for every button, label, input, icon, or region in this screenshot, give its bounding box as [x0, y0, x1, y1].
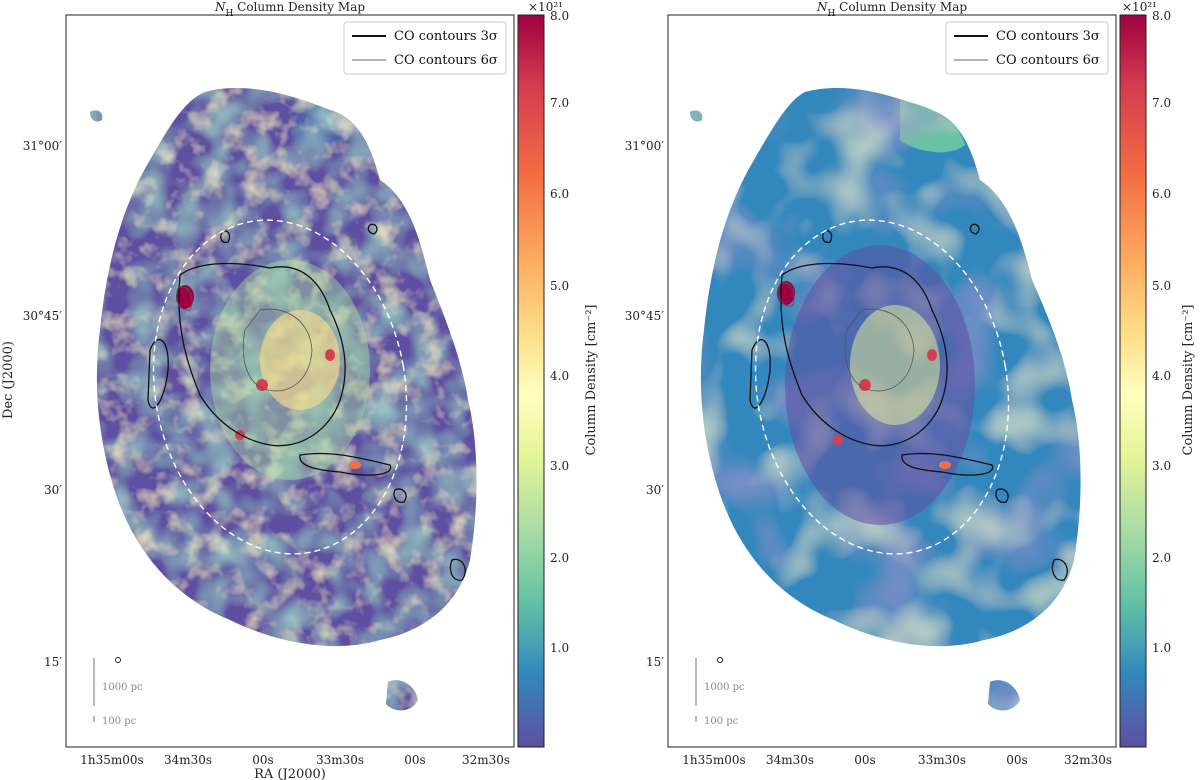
x-tick-label: 1h35m00s [682, 753, 745, 767]
legend: CO contours 3σ CO contours 6σ [945, 21, 1109, 75]
x-tick-label: 00s [252, 753, 273, 767]
galaxy-fragment [690, 110, 703, 122]
galaxy-arm-north [290, 100, 352, 147]
x-tick-label: 34m30s [766, 753, 814, 767]
y-tick-label: 15′ [44, 655, 62, 669]
y-tick-label: 15′ [646, 655, 664, 669]
scale-bar: 1000 pc 100 pc [695, 657, 745, 727]
colorbar-tick-label: 6.0 [1152, 187, 1171, 201]
y-tick-label: 30′ [44, 483, 62, 497]
y-tick-label: 31°00′ [23, 139, 63, 153]
x-ticks: 1h35m00s 34m30s 00s 33m30s 00s 32m30s [682, 753, 1112, 767]
beam-marker [717, 657, 723, 663]
colorbar-tick-label: 2.0 [1152, 551, 1171, 565]
x-tick-label: 00s [854, 753, 875, 767]
scale-label-1000pc: 1000 pc [704, 682, 745, 693]
colorbar-label: Column Density [cm⁻²] [1181, 305, 1196, 456]
colorbar-label: Column Density [cm⁻²] [584, 305, 599, 456]
colorbar-tick-label: 4.0 [550, 369, 569, 383]
x-tick-label: 34m30s [164, 753, 212, 767]
x-tick-label: 32m30s [1064, 753, 1112, 767]
beam-marker [115, 657, 121, 663]
colorbar-right: ×10²¹ 8.0 7.0 6.0 5.0 4.0 3.0 2.0 1.0 Co… [1119, 0, 1196, 748]
colorbar-tick-label: 5.0 [1152, 279, 1171, 293]
colorbar [1119, 14, 1147, 748]
legend-label-3sigma: CO contours 3σ [394, 29, 498, 44]
colorbar-tick-label: 8.0 [1152, 9, 1171, 23]
x-tick-label: 32m30s [462, 753, 510, 767]
galaxy-arm-north [900, 100, 965, 153]
colorbar-tick-label: 3.0 [550, 459, 569, 473]
colorbar-tick-label: 7.0 [1152, 96, 1171, 110]
colorbar-multiplier: ×10²¹ [1122, 0, 1157, 14]
legend-label-6sigma: CO contours 6σ [996, 53, 1100, 68]
y-tick-label: 31°00′ [625, 139, 665, 153]
colorbar-tick-label: 8.0 [550, 9, 569, 23]
scale-label-100pc: 100 pc [102, 716, 137, 727]
x-tick-label: 33m30s [316, 753, 364, 767]
colorbar-tick-label: 4.0 [1152, 369, 1171, 383]
co-contours-6sigma [778, 282, 915, 392]
galaxy-fragment [386, 680, 418, 711]
scale-label-100pc: 100 pc [704, 716, 739, 727]
colorbar-left: ×10²¹ 8.0 7.0 6.0 5.0 4.0 3.0 2.0 1.0 Co… [517, 0, 599, 748]
scale-bar: 1000 pc 100 pc [93, 657, 143, 727]
co-contours-3sigma [749, 223, 1068, 581]
galaxy-fragment [988, 680, 1020, 711]
y-tick-label: 30′ [646, 483, 664, 497]
legend-label-6sigma: CO contours 6σ [394, 53, 498, 68]
x-ticks: 1h35m00s 34m30s 00s 33m30s 00s 32m30s [80, 753, 510, 767]
x-tick-label: 00s [1006, 753, 1027, 767]
panel-left: CO contours 3σ CO contours 6σ 1000 pc 10… [1, 0, 515, 780]
dense-core [176, 260, 370, 480]
colorbar-multiplier: ×10²¹ [528, 0, 563, 14]
colorbar-tick-label: 1.0 [1152, 641, 1171, 655]
y-axis-label: Dec (J2000) [1, 341, 16, 419]
x-tick-label: 1h35m00s [80, 753, 143, 767]
dense-core [777, 245, 975, 525]
legend-label-3sigma: CO contours 3σ [996, 29, 1100, 44]
annulus-ellipse [754, 219, 1010, 555]
legend: CO contours 3σ CO contours 6σ [343, 21, 507, 75]
scale-label-1000pc: 1000 pc [102, 682, 143, 693]
galaxy-fragment [90, 110, 103, 122]
y-tick-label: 30°45′ [625, 309, 665, 323]
colorbar [517, 14, 545, 748]
co-contours-3sigma [147, 223, 466, 581]
y-ticks: 31°00′ 30°45′ 30′ 15′ [23, 139, 63, 669]
colorbar-tick-label: 1.0 [550, 641, 569, 655]
x-tick-label: 00s [404, 753, 425, 767]
x-axis-label: RA (J2000) [254, 767, 326, 780]
co-contours-6sigma [176, 286, 313, 392]
colorbar-ticks: 8.0 7.0 6.0 5.0 4.0 3.0 2.0 1.0 [550, 9, 569, 655]
colorbar-tick-label: 5.0 [550, 279, 569, 293]
colorbar-tick-label: 6.0 [550, 187, 569, 201]
panel-right: CO contours 3σ CO contours 6σ 1000 pc 10… [625, 0, 1117, 767]
annulus-ellipse [152, 219, 408, 555]
colorbar-ticks: 8.0 7.0 6.0 5.0 4.0 3.0 2.0 1.0 [1152, 9, 1171, 655]
y-tick-label: 30°45′ [23, 309, 63, 323]
x-tick-label: 33m30s [918, 753, 966, 767]
colorbar-tick-label: 2.0 [550, 551, 569, 565]
colorbar-tick-label: 7.0 [550, 96, 569, 110]
y-ticks: 31°00′ 30°45′ 30′ 15′ [625, 139, 665, 669]
colorbar-tick-label: 3.0 [1152, 459, 1171, 473]
panel-title: NH Column Density Map [816, 0, 967, 19]
panel-title: NH Column Density Map [214, 0, 365, 19]
